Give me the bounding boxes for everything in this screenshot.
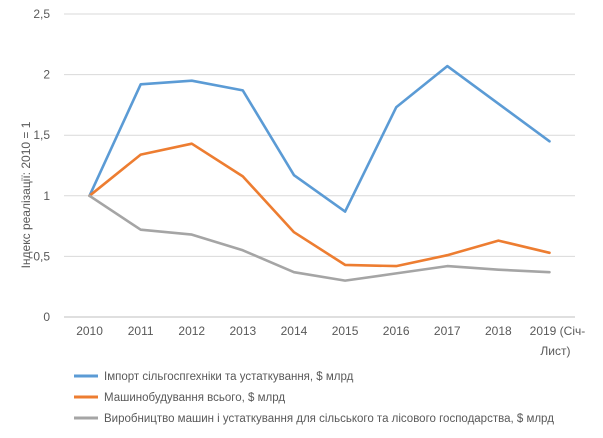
x-tick-label: 2013 <box>229 324 256 338</box>
series-line-2 <box>88 142 551 268</box>
legend-label-1: Імпорт сільгоспгехніки та устаткування, … <box>104 371 354 383</box>
x-tick-label: 2018 <box>485 324 512 338</box>
x-tick-label: 2012 <box>178 324 205 338</box>
x-tick-label: 2016 <box>383 324 410 338</box>
x-tick-label: 2011 <box>128 324 154 338</box>
legend-label-3: Виробництво машин і устаткування для сіл… <box>104 413 554 425</box>
legend: Імпорт сільгоспгехніки та устаткування, … <box>74 371 554 425</box>
y-tick-label: 1,5 <box>33 128 50 142</box>
gridlines <box>64 13 575 318</box>
y-axis-ticks: 0 0,5 1 1,5 2 2,5 <box>33 7 50 324</box>
y-tick-label: 0 <box>43 310 50 324</box>
series-line-1 <box>88 64 551 213</box>
series-lines <box>88 64 551 282</box>
legend-label-2: Машинобудування всього, $ млрд <box>104 392 285 404</box>
x-tick-label: 2019 (Січ-Лист) <box>530 324 586 358</box>
y-axis-label: Індекс реалізації: 2010 = 1 <box>19 121 33 268</box>
y-tick-label: 2,5 <box>33 7 50 21</box>
series-line-3 <box>88 194 551 282</box>
x-tick-label: 2017 <box>434 324 461 338</box>
y-tick-label: 2 <box>43 68 50 82</box>
x-tick-label: 2010 <box>76 324 103 338</box>
x-tick-label: 2015 <box>332 324 359 338</box>
x-tick-label: 2014 <box>281 324 308 338</box>
y-tick-label: 0,5 <box>33 249 50 263</box>
x-axis-ticks: 2010 2011 2012 2013 2014 2015 2016 2017 2018 2019… <box>76 324 585 358</box>
y-tick-label: 1 <box>43 189 50 203</box>
